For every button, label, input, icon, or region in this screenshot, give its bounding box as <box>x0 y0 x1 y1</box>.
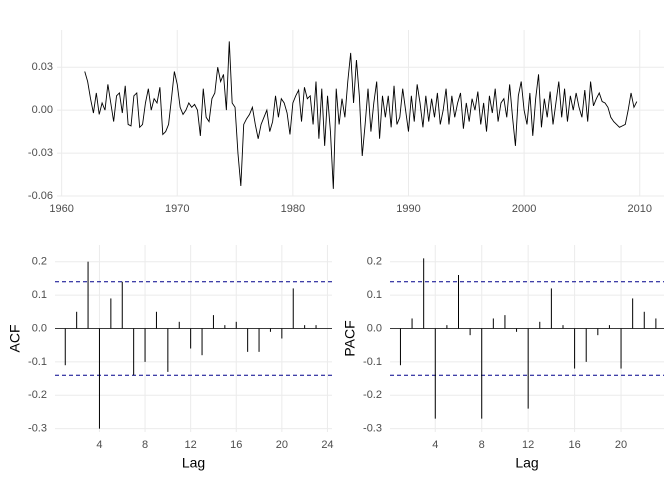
x-tick-label: 12 <box>522 439 534 451</box>
x-tick-label: 1960 <box>49 203 73 215</box>
y-tick-label: -0.3 <box>363 423 382 435</box>
y-tick-label: -0.3 <box>28 423 47 435</box>
x-tick-label: 16 <box>568 439 580 451</box>
y-tick-label: 0.1 <box>367 289 382 301</box>
y-tick-label: -0.1 <box>363 356 382 368</box>
y-axis-title: ACF <box>7 325 23 353</box>
x-tick-label: 8 <box>479 439 485 451</box>
y-tick-label: 0.1 <box>32 289 47 301</box>
x-tick-label: 1980 <box>281 203 305 215</box>
y-tick-label: -0.2 <box>28 389 47 401</box>
x-tick-label: 20 <box>615 439 627 451</box>
x-axis-title: Lag <box>515 455 538 471</box>
x-tick-label: 2010 <box>627 203 651 215</box>
x-tick-label: 2000 <box>512 203 536 215</box>
y-tick-label: 0.2 <box>32 256 47 268</box>
x-tick-label: 24 <box>321 439 333 451</box>
y-tick-label: 0.0 <box>367 322 382 334</box>
y-axis-title: PACF <box>342 320 358 356</box>
y-tick-label: 0.03 <box>32 61 53 73</box>
y-tick-label: -0.1 <box>28 356 47 368</box>
x-tick-label: 4 <box>432 439 438 451</box>
x-tick-label: 12 <box>185 439 197 451</box>
y-tick-label: 0.0 <box>32 322 47 334</box>
series-line <box>84 41 638 189</box>
y-tick-label: -0.06 <box>28 190 53 202</box>
x-tick-label: 20 <box>276 439 288 451</box>
x-axis-title: Lag <box>182 455 205 471</box>
x-tick-label: 8 <box>142 439 148 451</box>
y-tick-label: 0.2 <box>367 256 382 268</box>
y-tick-label: 0.00 <box>32 104 53 116</box>
x-tick-label: 16 <box>230 439 242 451</box>
y-tick-label: -0.03 <box>28 147 53 159</box>
x-tick-label: 4 <box>96 439 102 451</box>
x-tick-label: 1970 <box>165 203 189 215</box>
y-tick-label: -0.2 <box>363 389 382 401</box>
x-tick-label: 1990 <box>396 203 420 215</box>
